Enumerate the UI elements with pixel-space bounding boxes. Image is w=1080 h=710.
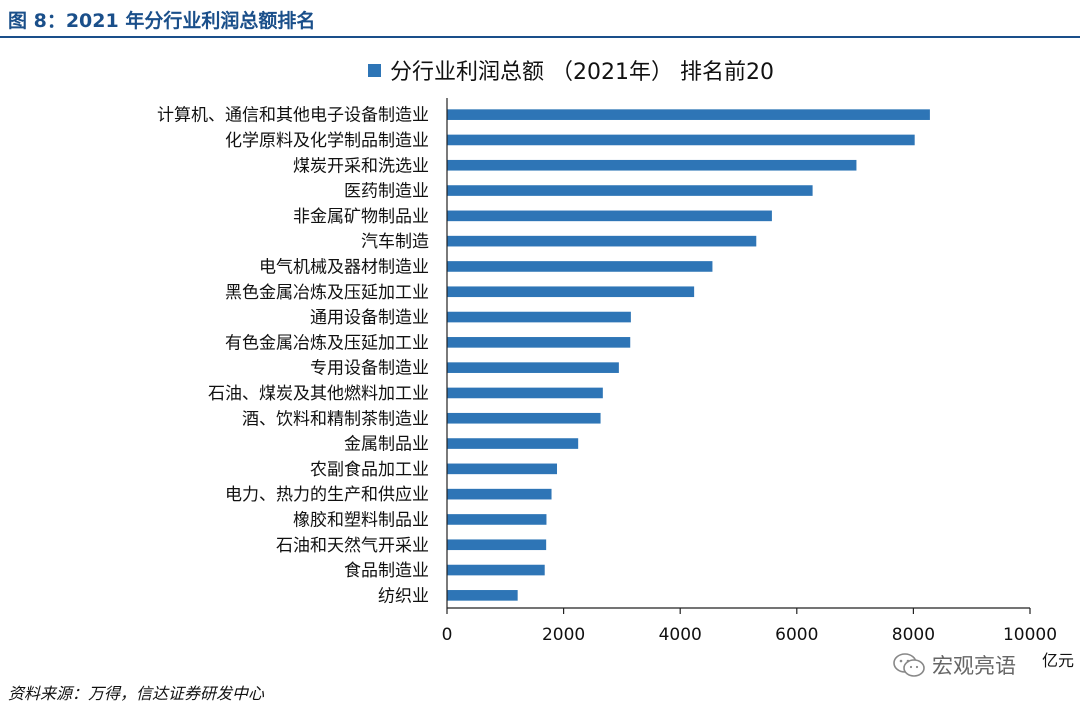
category-label: 有色金属冶炼及压延加工业 (225, 333, 429, 353)
bar (447, 590, 518, 601)
x-tick-label: 4000 (659, 625, 702, 645)
bar (447, 564, 545, 576)
watermark: 宏观亮语 (892, 650, 1016, 680)
bar (447, 134, 915, 146)
bar (447, 159, 857, 171)
legend-label: 分行业利润总额 （2021年） 排名前20 (390, 60, 774, 85)
category-label: 通用设备制造业 (310, 308, 429, 328)
category-label: 酒、饮料和精制茶制造业 (242, 409, 429, 429)
source-note: 资料来源：万得，信达证券研发中心 (8, 684, 265, 703)
x-tick-label: 2000 (542, 625, 585, 645)
legend: 分行业利润总额 （2021年） 排名前20 (368, 60, 774, 85)
bar (447, 463, 558, 475)
x-axis: 0 2000 4000 6000 8000 10000 (442, 98, 1057, 645)
category-label: 黑色金属冶炼及压延加工业 (225, 283, 429, 303)
category-label: 煤炭开采和洗选业 (293, 156, 429, 176)
title-rule (0, 36, 1080, 38)
category-label: 食品制造业 (344, 561, 429, 581)
bar (447, 412, 601, 424)
category-label: 计算机、通信和其他电子设备制造业 (157, 106, 429, 126)
category-label: 石油、煤炭及其他燃料加工业 (208, 384, 429, 404)
category-label: 电气机械及器材制造业 (259, 257, 429, 277)
bar (447, 539, 547, 551)
x-tick-label: 8000 (892, 625, 935, 645)
category-label: 汽车制造 (361, 232, 429, 252)
category-label: 石油和天然气开采业 (276, 536, 429, 556)
bar (447, 514, 547, 525)
watermark-text: 宏观亮语 (932, 654, 1016, 678)
x-tick-label: 10000 (1003, 625, 1057, 645)
x-tick-label: 6000 (775, 625, 818, 645)
category-label: 非金属矿物制品业 (293, 207, 429, 227)
wechat-icon (893, 653, 925, 677)
figure-title: 图 8：2021 年分行业利润总额排名 (8, 10, 316, 32)
bar (447, 109, 930, 120)
category-label: 化学原料及化学制品制造业 (225, 131, 429, 151)
category-label: 专用设备制造业 (310, 359, 429, 379)
bar (447, 261, 713, 272)
category-label: 橡胶和塑料制品业 (293, 510, 429, 530)
bar (447, 337, 631, 348)
category-label: 纺织业 (378, 586, 429, 606)
bar (447, 387, 603, 399)
category-label: 电力、热力的生产和供应业 (225, 485, 429, 505)
bar (447, 286, 695, 298)
legend-swatch (368, 64, 381, 77)
category-label: 金属制品业 (344, 435, 429, 455)
x-tick-label: 0 (442, 625, 453, 645)
bars-group (447, 109, 930, 601)
bar (447, 311, 631, 323)
category-label: 医药制造业 (344, 182, 429, 202)
bar (447, 362, 619, 373)
bar (447, 210, 772, 222)
category-labels: 计算机、通信和其他电子设备制造业化学原料及化学制品制造业煤炭开采和洗选业医药制造… (157, 106, 429, 607)
bar (447, 438, 579, 449)
bar (447, 235, 757, 247)
bar (447, 488, 552, 500)
unit-label: 亿元 (1042, 651, 1074, 670)
bar (447, 185, 813, 196)
category-label: 农副食品加工业 (310, 460, 429, 480)
